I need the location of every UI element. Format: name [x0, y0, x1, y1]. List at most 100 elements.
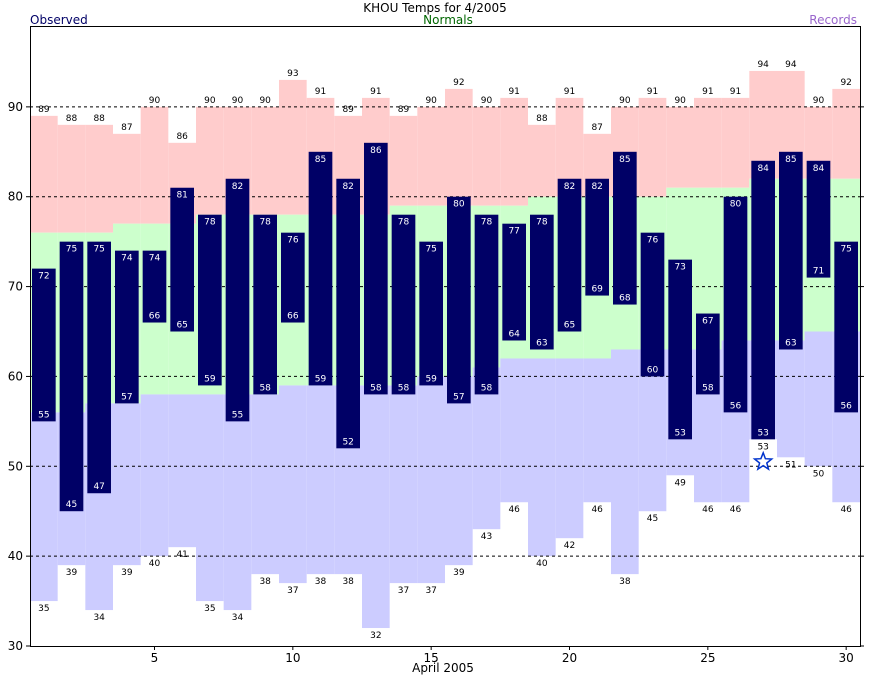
record-low-label: 32	[370, 631, 381, 641]
observed-bar	[585, 178, 609, 296]
observed-bar	[336, 178, 360, 449]
record-low-band	[500, 358, 528, 503]
records-legend-label: Records	[809, 13, 857, 27]
observed-low-label: 58	[370, 383, 382, 393]
record-high-band	[528, 124, 556, 197]
record-low-label: 45	[647, 514, 658, 524]
observed-low-label: 56	[840, 401, 852, 411]
observed-high-label: 81	[176, 191, 187, 201]
observed-high-label: 82	[564, 182, 575, 192]
observed-high-label: 78	[536, 218, 548, 228]
observed-bar	[613, 151, 637, 305]
observed-low-label: 56	[730, 401, 742, 411]
record-high-label: 90	[204, 96, 216, 106]
observed-low-label: 52	[342, 437, 353, 447]
record-high-label: 90	[232, 96, 244, 106]
observed-bar	[640, 232, 665, 377]
record-high-label: 93	[287, 69, 298, 79]
observed-bar	[806, 160, 831, 278]
observed-low-label: 59	[425, 374, 437, 384]
observed-low-label: 55	[38, 410, 49, 420]
observed-high-label: 76	[287, 236, 299, 246]
observed-bar	[557, 178, 582, 332]
record-low-label: 51	[785, 460, 796, 470]
record-high-label: 90	[425, 96, 437, 106]
record-high-band	[113, 133, 141, 224]
observed-low-label: 65	[564, 321, 575, 331]
plot-area: 89 35 72 55 88 39 75 45 88 34 75 47 87 39 74 57 90 40 74 66…	[30, 60, 860, 641]
record-low-label: 43	[481, 532, 492, 542]
record-high-label: 91	[730, 87, 741, 97]
record-low-label: 42	[564, 541, 575, 551]
observed-high-label: 75	[425, 245, 436, 255]
observed-bar	[834, 241, 858, 413]
observed-low-label: 58	[702, 383, 714, 393]
observed-low-label: 63	[785, 338, 796, 348]
record-high-label: 86	[176, 132, 188, 142]
observed-high-label: 75	[66, 245, 77, 255]
record-high-band	[389, 115, 418, 206]
record-high-band	[85, 124, 113, 233]
observed-high-label: 85	[619, 155, 630, 165]
observed-low-label: 58	[259, 383, 271, 393]
record-low-band	[30, 412, 58, 602]
observed-low-label: 53	[674, 428, 685, 438]
observed-bar	[87, 241, 111, 494]
observed-low-label: 68	[619, 294, 631, 304]
record-high-label: 87	[121, 123, 132, 133]
record-low-band	[362, 385, 390, 629]
observed-low-label: 65	[176, 321, 187, 331]
observed-high-label: 80	[730, 200, 742, 210]
record-low-label: 50	[813, 469, 825, 479]
record-high-band	[694, 97, 722, 188]
record-low-label: 40	[536, 559, 548, 569]
record-low-label: 38	[619, 577, 631, 587]
observed-bar	[530, 214, 554, 350]
record-low-label: 35	[38, 604, 49, 614]
record-high-label: 88	[93, 114, 105, 124]
y-tick-label: 50	[8, 459, 23, 473]
record-high-band	[638, 97, 667, 197]
record-high-band	[196, 106, 224, 215]
record-low-band	[445, 376, 473, 566]
observed-bar	[447, 196, 471, 404]
observed-legend-label: Observed	[30, 13, 88, 27]
x-tick-label: 30	[839, 651, 854, 665]
observed-low-label: 66	[287, 312, 299, 322]
observed-low-label: 69	[591, 285, 603, 295]
observed-low-label: 45	[66, 500, 77, 510]
record-high-label: 88	[66, 114, 78, 124]
record-high-band	[251, 106, 279, 215]
record-high-label: 91	[702, 87, 713, 97]
observed-bar	[668, 259, 692, 440]
record-high-label: 89	[38, 105, 50, 115]
record-low-label: 40	[149, 559, 161, 569]
record-high-label: 91	[564, 87, 575, 97]
record-low-label: 53	[757, 442, 768, 452]
observed-high-label: 82	[591, 182, 602, 192]
observed-bar	[253, 214, 277, 395]
x-tick-label: 25	[700, 651, 715, 665]
record-low-label: 37	[398, 586, 409, 596]
observed-low-label: 53	[757, 428, 768, 438]
record-high-band	[721, 97, 750, 188]
observed-bar	[751, 160, 775, 440]
record-high-label: 91	[315, 87, 326, 97]
record-low-band	[196, 394, 224, 602]
observed-high-label: 82	[342, 182, 353, 192]
record-low-label: 34	[93, 613, 105, 623]
record-low-band	[583, 358, 611, 503]
record-high-band	[500, 97, 528, 206]
star-marker	[752, 450, 774, 471]
observed-high-label: 85	[785, 155, 796, 165]
record-low-band	[168, 394, 196, 548]
record-low-label: 38	[342, 577, 354, 587]
record-low-band	[417, 376, 445, 584]
x-tick-label: 10	[285, 651, 300, 665]
observed-low-label: 59	[315, 374, 327, 384]
observed-high-label: 78	[259, 218, 271, 228]
record-high-label: 94	[785, 60, 797, 70]
observed-high-label: 78	[481, 218, 493, 228]
record-low-label: 35	[204, 604, 215, 614]
